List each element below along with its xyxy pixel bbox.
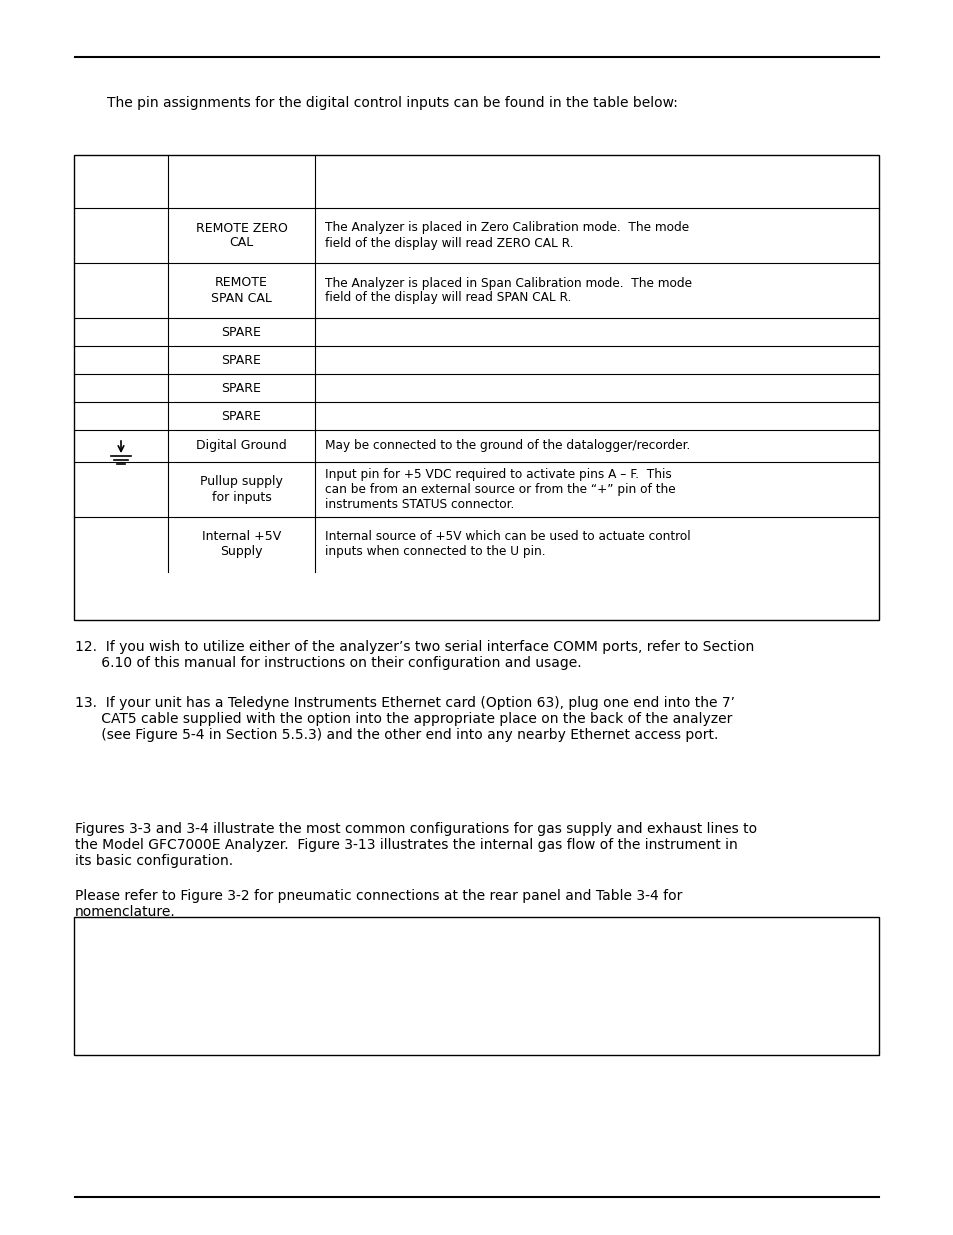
Text: REMOTE
SPAN CAL: REMOTE SPAN CAL	[211, 277, 272, 305]
Text: Internal +5V
Supply: Internal +5V Supply	[202, 531, 281, 558]
Text: 13.  If your unit has a Teledyne Instruments Ethernet card (Option 63), plug one: 13. If your unit has a Teledyne Instrume…	[75, 697, 734, 710]
Text: REMOTE ZERO
CAL: REMOTE ZERO CAL	[195, 221, 287, 249]
Text: May be connected to the ground of the datalogger/recorder.: May be connected to the ground of the da…	[325, 440, 690, 452]
Text: The Analyzer is placed in Zero Calibration mode.  The mode
field of the display : The Analyzer is placed in Zero Calibrati…	[325, 221, 688, 249]
Text: Input pin for +5 VDC required to activate pins A – F.  This
can be from an exter: Input pin for +5 VDC required to activat…	[325, 468, 675, 511]
Text: nomenclature.: nomenclature.	[75, 905, 175, 919]
Text: SPARE: SPARE	[221, 326, 261, 338]
Text: Internal source of +5V which can be used to actuate control
inputs when connecte: Internal source of +5V which can be used…	[325, 531, 690, 558]
Text: SPARE: SPARE	[221, 353, 261, 367]
Text: The Analyzer is placed in Span Calibration mode.  The mode
field of the display : The Analyzer is placed in Span Calibrati…	[325, 277, 691, 305]
Text: 6.10 of this manual for instructions on their configuration and usage.: 6.10 of this manual for instructions on …	[75, 656, 581, 671]
Text: CAT5 cable supplied with the option into the appropriate place on the back of th: CAT5 cable supplied with the option into…	[75, 713, 732, 726]
Text: SPARE: SPARE	[221, 410, 261, 422]
Text: 12.  If you wish to utilize either of the analyzer’s two serial interface COMM p: 12. If you wish to utilize either of the…	[75, 640, 754, 655]
Text: Pullup supply
for inputs: Pullup supply for inputs	[200, 475, 283, 504]
Text: its basic configuration.: its basic configuration.	[75, 853, 233, 868]
Text: Figures 3-3 and 3-4 illustrate the most common configurations for gas supply and: Figures 3-3 and 3-4 illustrate the most …	[75, 823, 757, 836]
Text: the Model GFC7000E Analyzer.  Figure 3-13 illustrates the internal gas flow of t: the Model GFC7000E Analyzer. Figure 3-13…	[75, 839, 737, 852]
Text: SPARE: SPARE	[221, 382, 261, 394]
Bar	[74, 156, 878, 620]
Text: Digital Ground: Digital Ground	[196, 440, 287, 452]
Text: (see Figure 5-4 in Section 5.5.3) and the other end into any nearby Ethernet acc: (see Figure 5-4 in Section 5.5.3) and th…	[75, 727, 718, 742]
Text: Please refer to Figure 3-2 for pneumatic connections at the rear panel and Table: Please refer to Figure 3-2 for pneumatic…	[75, 889, 681, 903]
Text: The pin assignments for the digital control inputs can be found in the table bel: The pin assignments for the digital cont…	[107, 96, 678, 110]
Bar	[74, 918, 878, 1055]
